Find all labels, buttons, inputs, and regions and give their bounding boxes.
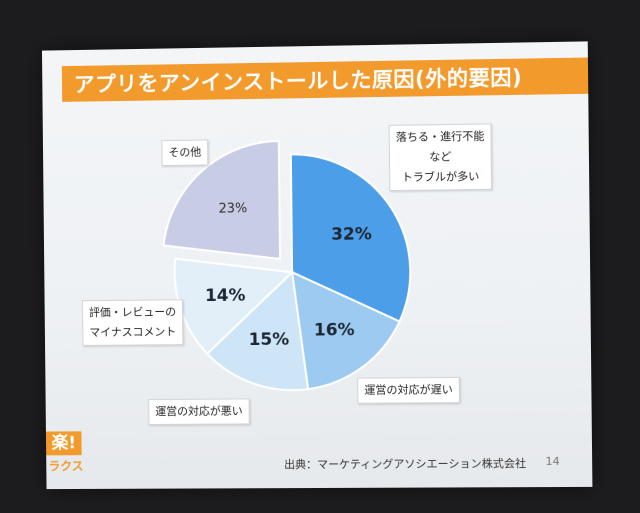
pie-slice-percent: 32% — [331, 223, 372, 244]
pie-chart: 32% 16% 15% 14% 23% — [42, 41, 592, 489]
pie-slice-percent: 15% — [248, 329, 289, 349]
label-slow-response: 運営の対応が遅い — [357, 377, 460, 404]
company-logo: 楽! ラクス — [46, 431, 86, 481]
label-trouble-line3: トラブルが多い — [396, 167, 485, 188]
pie-slice-percent: 16% — [314, 319, 355, 339]
slide: アプリをアンインストールした原因(外的要因) 32% 16% 15% 14% 23% 落… — [42, 41, 592, 489]
label-trouble-line2: など — [396, 147, 485, 168]
pie-slice-percent: 23% — [218, 201, 247, 216]
label-bad-response: 運営の対応が悪い — [148, 398, 250, 425]
label-bad-response-text: 運営の対応が悪い — [155, 404, 243, 418]
label-review: 評価・レビューの マイナスコメント — [82, 299, 183, 346]
source-note: 出典：マーケティングアソシエーション株式会社 — [284, 455, 526, 472]
logo-name: ラクス — [46, 457, 86, 474]
label-slow-response-text: 運営の対応が遅い — [364, 383, 453, 397]
label-review-line1: 評価・レビューの — [89, 302, 176, 323]
page-number: 14 — [545, 455, 559, 468]
pie-slice-percent: 14% — [205, 285, 246, 305]
label-other: その他 — [161, 140, 208, 167]
label-trouble: 落ちる・進行不能 など トラブルが多い — [389, 123, 492, 191]
label-trouble-line1: 落ちる・進行不能 — [396, 127, 485, 148]
logo-mark: 楽! — [46, 431, 82, 455]
label-other-text: その他 — [168, 146, 201, 159]
label-review-line2: マイナスコメント — [89, 322, 176, 343]
